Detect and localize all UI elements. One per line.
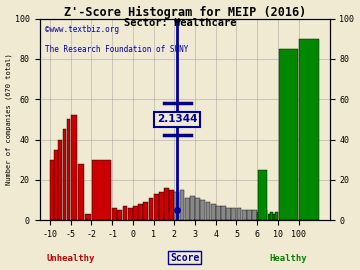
Bar [275, 212, 278, 220]
Bar [78, 164, 84, 220]
Bar [257, 212, 260, 220]
Text: The Research Foundation of SUNY: The Research Foundation of SUNY [45, 45, 189, 54]
Bar [185, 198, 190, 220]
Text: Healthy: Healthy [269, 254, 307, 263]
Text: Unhealthy: Unhealthy [46, 254, 95, 263]
Bar [50, 160, 54, 220]
Bar [71, 115, 77, 220]
Bar [226, 208, 231, 220]
Bar [154, 194, 158, 220]
Bar [85, 214, 91, 220]
Bar [143, 202, 148, 220]
Y-axis label: Number of companies (670 total): Number of companies (670 total) [5, 53, 12, 185]
Bar [221, 206, 226, 220]
Bar [123, 206, 127, 220]
Bar [138, 204, 143, 220]
Text: 2.1344: 2.1344 [157, 114, 197, 124]
Bar [279, 49, 298, 220]
Bar [267, 214, 270, 220]
Bar [164, 188, 169, 220]
Bar [211, 204, 216, 220]
Bar [117, 210, 122, 220]
Bar [265, 210, 267, 220]
Bar [180, 190, 184, 220]
Bar [149, 198, 153, 220]
Text: ©www.textbiz.org: ©www.textbiz.org [45, 25, 120, 34]
Bar [92, 160, 111, 220]
Bar [262, 214, 265, 220]
Title: Z'-Score Histogram for MEIP (2016): Z'-Score Histogram for MEIP (2016) [63, 6, 306, 19]
Bar [206, 202, 210, 220]
Bar [54, 150, 58, 220]
Bar [67, 119, 71, 220]
Bar [242, 210, 247, 220]
Bar [63, 129, 66, 220]
Bar [260, 212, 262, 220]
Bar [252, 210, 257, 220]
Bar [247, 210, 252, 220]
Bar [300, 39, 319, 220]
Bar [270, 212, 273, 220]
Bar [133, 206, 138, 220]
Text: Sector: Healthcare: Sector: Healthcare [124, 18, 236, 28]
Bar [58, 140, 62, 220]
Bar [201, 200, 205, 220]
Bar [258, 170, 267, 220]
Bar [273, 214, 275, 220]
Bar [169, 190, 174, 220]
Bar [190, 196, 195, 220]
Bar [175, 192, 179, 220]
Bar [159, 192, 164, 220]
Bar [128, 208, 132, 220]
Bar [216, 206, 221, 220]
X-axis label: Score: Score [170, 253, 199, 263]
Bar [112, 208, 117, 220]
Bar [237, 208, 242, 220]
Bar [195, 198, 200, 220]
Bar [231, 208, 236, 220]
